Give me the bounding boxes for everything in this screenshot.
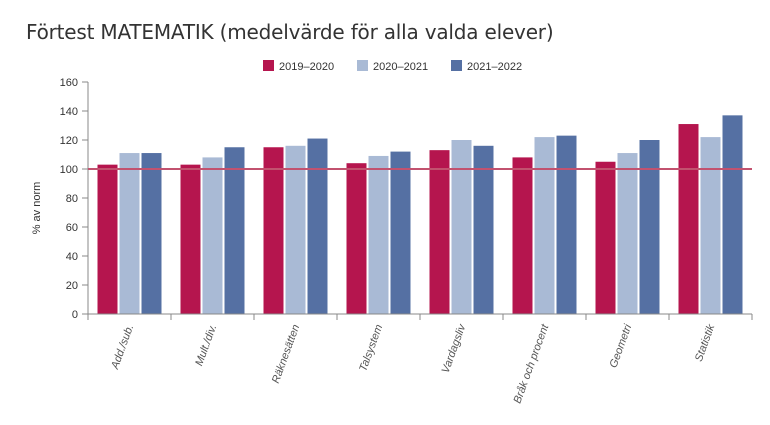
x-category-label: Geometri: [608, 322, 635, 369]
bar[interactable]: [285, 145, 306, 314]
x-category-label: Statistik: [693, 322, 718, 363]
bar[interactable]: [473, 145, 494, 314]
legend-swatch: [357, 60, 368, 71]
y-axis-label: % av norm: [31, 182, 43, 235]
x-category-label: Bråk och procent: [512, 322, 552, 405]
bars: [97, 115, 743, 314]
bar[interactable]: [556, 135, 577, 314]
y-tick-label: 160: [60, 77, 78, 89]
bar[interactable]: [617, 153, 638, 314]
bar[interactable]: [722, 115, 743, 314]
y-tick-label: 80: [66, 193, 78, 205]
legend-swatch: [451, 60, 462, 71]
bar[interactable]: [512, 157, 533, 314]
x-category-label: Vardagsliv: [440, 322, 469, 375]
x-category-label: Add./sub.: [109, 323, 137, 372]
x-axis: Add./sub. Mult./div. Räknesätten Talsystem V…: [87, 313, 753, 405]
bar[interactable]: [307, 138, 328, 314]
y-tick-label: 140: [60, 106, 78, 118]
bar[interactable]: [451, 140, 472, 314]
x-category-label: Räknesätten: [270, 323, 302, 385]
bar[interactable]: [202, 157, 223, 314]
legend-item[interactable]: 2019–2020: [263, 60, 334, 73]
bar[interactable]: [263, 147, 284, 314]
y-tick-label: 40: [66, 251, 78, 263]
bar[interactable]: [534, 137, 555, 314]
y-tick-label: 100: [60, 164, 78, 176]
bar[interactable]: [224, 147, 245, 314]
bar[interactable]: [390, 151, 411, 314]
bar[interactable]: [180, 164, 201, 314]
legend-label: 2020–2021: [373, 61, 428, 73]
legend-label: 2021–2022: [467, 61, 522, 73]
bar[interactable]: [595, 161, 616, 314]
legend[interactable]: 2019–2020 2020–2021 2021–2022: [263, 60, 522, 73]
bar[interactable]: [429, 150, 450, 314]
bar[interactable]: [639, 140, 660, 314]
y-tick-label: 60: [66, 222, 78, 234]
x-category-label: Mult./div.: [193, 323, 219, 368]
legend-label: 2019–2020: [279, 61, 334, 73]
chart-title: Förtest MATEMATIK (medelvärde för alla v…: [26, 20, 554, 44]
bar[interactable]: [141, 153, 162, 314]
bar[interactable]: [97, 164, 118, 314]
y-tick-label: 20: [66, 280, 78, 292]
legend-item[interactable]: 2021–2022: [451, 60, 522, 73]
bar[interactable]: [368, 155, 389, 314]
bar[interactable]: [700, 137, 721, 314]
bar[interactable]: [119, 153, 140, 314]
y-axis: 0 20 40 60 80 100 120 140 160: [60, 77, 89, 321]
legend-item[interactable]: 2020–2021: [357, 60, 428, 73]
y-tick-label: 0: [72, 309, 78, 321]
legend-swatch: [263, 60, 274, 71]
x-category-label: Talsystem: [357, 323, 385, 373]
bar[interactable]: [346, 163, 367, 314]
y-tick-label: 120: [60, 135, 78, 147]
bar[interactable]: [678, 124, 699, 314]
